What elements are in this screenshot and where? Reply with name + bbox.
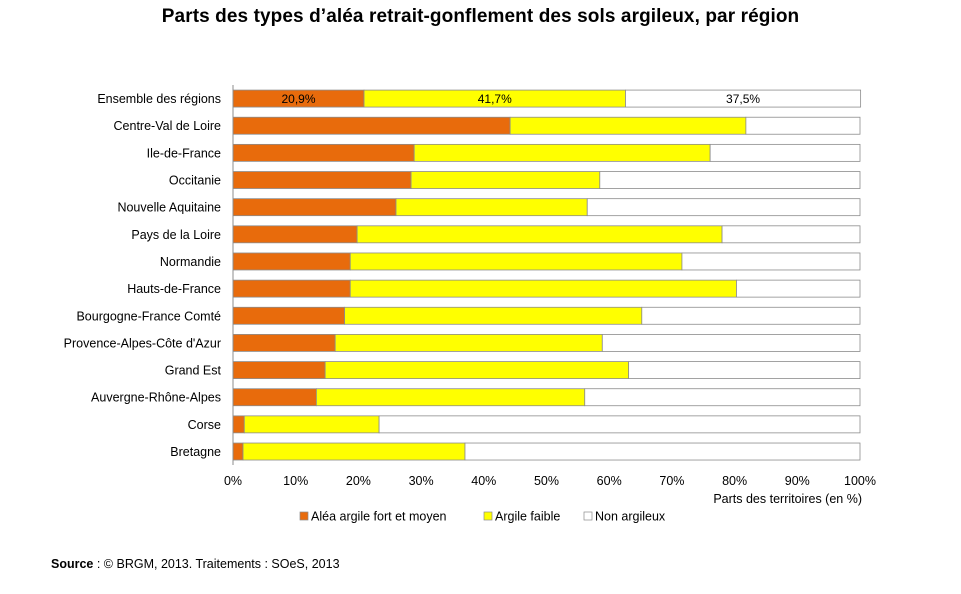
x-tick-label-2: 10% [283,474,308,488]
category-label-5: Nouvelle Aquitaine [117,201,221,215]
chart-title: Parts des types d’aléa retrait-gonflemen… [161,6,800,27]
bar-segment-3-5 [586,198,861,217]
bar-segment-3-9 [641,306,861,325]
bar-segment-2-10 [334,334,603,352]
x-tick-label-11: 100% [844,474,876,488]
bar-segment-3-3 [709,143,861,162]
bar-segment-2-6 [356,225,723,244]
x-tick-label-8: 70% [659,474,684,488]
bar-segment-2-9 [344,306,643,325]
bar-segment-3-1 [625,89,862,108]
source-label: Source [51,557,94,571]
bar-segment-3-4 [599,171,861,189]
category-label-9: Bourgogne-France Comté [76,309,221,323]
bar-segment-1-12 [232,388,317,407]
category-label-3: Ile-de-France [147,146,221,160]
category-label-11: Grand Est [165,364,222,378]
bar-segment-2-3 [413,143,711,162]
source-note: Source : © BRGM, 2013. Traitements : SOe… [51,557,340,571]
bar-segment-2-5 [395,198,588,217]
bar-segment-1-4 [232,171,412,189]
legend-label-2: Argile faible [495,510,560,524]
bar-segment-3-11 [628,361,861,379]
x-tick-label-5: 40% [471,474,496,488]
bar-segment-1-10 [232,334,336,352]
bar-segment-2-11 [324,361,630,379]
x-tick-label-1: 0% [224,474,242,488]
x-tick-label-4: 30% [409,474,434,488]
bar-segment-1-6 [232,225,358,244]
bar-segment-2-7 [349,252,683,271]
data-label-2-1: 41,7% [478,92,512,106]
category-label-1: Ensemble des régions [97,92,221,106]
bar-segment-2-12 [315,388,586,407]
category-label-14: Bretagne [170,445,221,459]
bar-segment-3-12 [584,388,861,407]
category-label-6: Pays de la Loire [131,228,221,242]
x-tick-label-6: 50% [534,474,559,488]
category-label-7: Normandie [160,255,221,269]
legend-swatch-3 [583,511,593,521]
bar-segment-2-13 [243,415,380,434]
bar-segment-2-8 [349,279,737,298]
bar-segment-1-2 [232,116,511,135]
category-label-4: Occitanie [169,174,221,188]
bar-segment-2-2 [509,116,747,135]
data-label-1-1: 20,9% [282,92,316,106]
bar-segment-1-9 [232,306,346,325]
bar-segment-2-14 [242,442,466,461]
bar-segment-1-7 [232,252,351,271]
category-label-2: Centre-Val de Loire [114,119,222,133]
x-tick-label-10: 90% [785,474,810,488]
x-tick-label-3: 20% [346,474,371,488]
category-label-12: Auvergne-Rhône-Alpes [91,391,221,405]
bar-segment-3-10 [601,334,861,352]
bar-segment-1-8 [232,279,351,298]
bar-segment-1-3 [232,143,415,162]
category-label-8: Hauts-de-France [127,282,221,296]
bar-segment-1-5 [232,198,397,217]
bar-segment-3-8 [736,279,861,298]
legend-swatch-2 [483,511,493,521]
bar-segment-1-14 [232,442,244,461]
x-axis-title: Parts des territoires (en %) [713,492,862,506]
legend-label-3: Non argileux [595,510,666,524]
bar-segment-3-6 [721,225,861,244]
legend-label-1: Aléa argile fort et moyen [311,510,447,524]
bar-segment-1-11 [232,361,326,379]
bar-segment-3-7 [681,252,861,271]
bar-segment-3-13 [378,415,861,434]
category-label-10: Provence-Alpes-Côte d'Azur [64,336,221,350]
category-label-13: Corse [188,418,221,432]
x-tick-label-9: 80% [722,474,747,488]
data-label-3-1: 37,5% [726,92,760,106]
bar-segment-1-13 [232,415,245,434]
bar-segment-2-4 [410,171,601,189]
x-tick-label-7: 60% [597,474,622,488]
legend-swatch-1 [299,511,309,521]
bar-segment-3-2 [745,116,861,135]
bar-segment-3-14 [464,442,861,461]
source-text: : © BRGM, 2013. Traitements : SOeS, 2013 [93,557,340,571]
